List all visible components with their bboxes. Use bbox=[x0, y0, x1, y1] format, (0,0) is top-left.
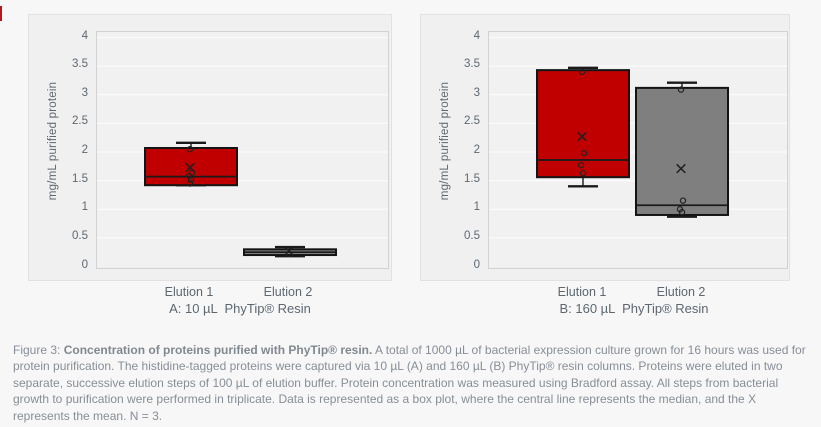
chart-a-category-elution-1: Elution 1 bbox=[164, 285, 214, 299]
y-tick-label: 2 bbox=[81, 144, 88, 156]
figure-caption-prefix: Figure 3: bbox=[13, 343, 64, 357]
chart-a-plot-area bbox=[96, 31, 389, 269]
y-tick-label: 4 bbox=[81, 29, 88, 42]
chart-b-category-elution-2: Elution 2 bbox=[656, 285, 706, 299]
chart-b-title: B: 160 µL PhyTip® Resin bbox=[559, 301, 709, 316]
y-tick-label: 0.5 bbox=[464, 229, 480, 242]
chart-b-boxplot-svg bbox=[489, 36, 787, 239]
chart-b-plot-area bbox=[488, 31, 788, 269]
y-tick-label: 0.5 bbox=[72, 229, 88, 242]
y-tick-label: 4 bbox=[473, 29, 480, 42]
chart-b-category-elution-1: Elution 1 bbox=[557, 285, 607, 299]
figure-caption: Figure 3: Concentration of proteins puri… bbox=[13, 342, 814, 424]
y-tick-label: 3 bbox=[473, 86, 480, 99]
y-tick-label: 1 bbox=[473, 201, 480, 214]
chart-a-panel: mg/mL purified protein 0 0.5 1 1.5 2 2.5 3 3.5 4 bbox=[28, 14, 392, 281]
chart-a-category-elution-2: Elution 2 bbox=[263, 285, 313, 299]
y-tick-label: 2 bbox=[473, 144, 480, 156]
y-tick-label: 0 bbox=[81, 258, 88, 271]
y-tick-label: 2.5 bbox=[72, 115, 88, 128]
chart-b-panel: mg/mL purified protein 0 0.5 1 1.5 2 2.5 3 3.5 4 bbox=[420, 14, 790, 281]
y-tick-label: 3.5 bbox=[72, 58, 88, 71]
chart-a-title: A: 10 µL PhyTip® Resin bbox=[169, 301, 311, 316]
figure-caption-body: A total of 1000 µL of bacterial expressi… bbox=[13, 343, 806, 423]
y-tick-label: 1 bbox=[81, 201, 88, 214]
y-tick-label: 3.5 bbox=[464, 58, 480, 71]
y-tick-label: 1.5 bbox=[72, 172, 88, 185]
y-tick-label: 2.5 bbox=[464, 115, 480, 128]
y-tick-label: 0 bbox=[473, 258, 480, 271]
page-edge-accent-mark bbox=[0, 6, 2, 21]
figure-caption-bold-title: Concentration of proteins purified with … bbox=[63, 343, 373, 357]
y-tick-label: 3 bbox=[81, 86, 88, 99]
chart-a-boxplot-svg bbox=[97, 36, 388, 258]
y-tick-label: 1.5 bbox=[464, 172, 480, 185]
